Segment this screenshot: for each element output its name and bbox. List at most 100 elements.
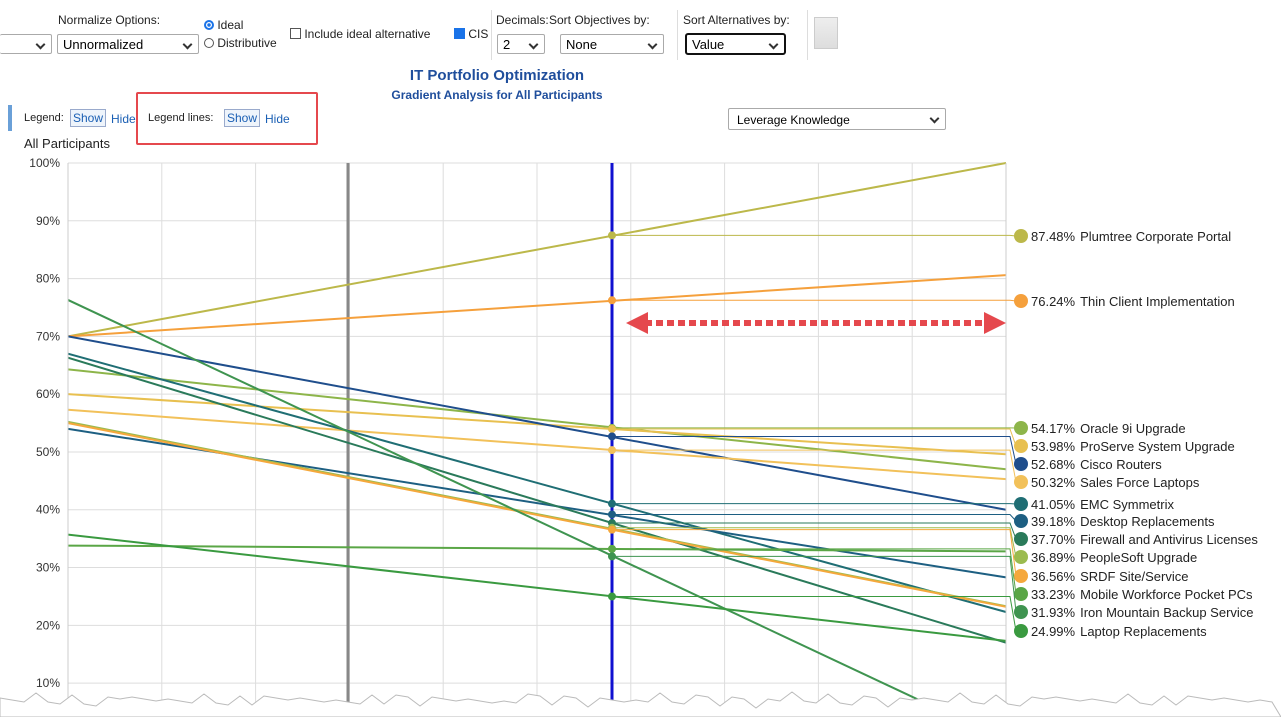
y-tick-label: 20% [36, 618, 60, 632]
legend-name: ProServe System Upgrade [1080, 439, 1235, 454]
series-line [68, 335, 1007, 511]
series-line [68, 422, 1007, 608]
label: Normalize Options: [58, 13, 161, 27]
y-tick-label: 100% [29, 156, 60, 170]
separator [677, 10, 678, 60]
legend-connector [612, 428, 1017, 447]
radio[interactable]: Distributive [204, 36, 277, 50]
legend-value: 50.32% [1031, 475, 1076, 490]
legend-entry: 50.32% Sales Force Laptops [1031, 475, 1200, 490]
legend-entry: 52.68% Cisco Routers [1031, 457, 1162, 472]
legend-marker [1014, 569, 1028, 583]
y-tick-label: 90% [36, 214, 60, 228]
legend-marker [1014, 514, 1028, 528]
tree-icon[interactable] [814, 17, 838, 49]
select[interactable]: 2 [497, 34, 545, 54]
legend-name: EMC Symmetrix [1080, 497, 1174, 512]
hide-link[interactable]: Hide [111, 112, 136, 126]
radio[interactable]: Ideal [204, 18, 243, 32]
series-line [68, 356, 1007, 644]
select[interactable]: Leverage Knowledge [728, 108, 946, 130]
legend-connector [612, 548, 1017, 595]
legend-value: 33.23% [1031, 587, 1076, 602]
series-line [68, 162, 1007, 338]
legend-marker [1014, 532, 1028, 546]
legend-name: PeopleSoft Upgrade [1080, 550, 1197, 565]
legend-entry: 53.98% ProServe System Upgrade [1031, 439, 1235, 454]
legend-value: 31.93% [1031, 605, 1076, 620]
legend-entry: 54.17% Oracle 9i Upgrade [1031, 421, 1186, 436]
label: Legend lines: [148, 112, 214, 124]
legend-name: Plumtree Corporate Portal [1080, 229, 1231, 244]
y-tick-label: 60% [36, 387, 60, 401]
chart-title: IT Portfolio Optimization [410, 67, 584, 84]
legend-marker [1014, 497, 1028, 511]
current-point [608, 231, 616, 240]
legend-marker [1014, 421, 1028, 435]
legend-connector [612, 522, 1017, 540]
legend-value: 76.24% [1031, 294, 1076, 309]
arrow-head [626, 312, 648, 334]
legend-entry: 37.70% Firewall and Antivirus Licenses [1031, 532, 1258, 547]
legend-entry: 39.18% Desktop Replacements [1031, 514, 1215, 529]
series-line [68, 368, 1007, 471]
label: Sort Alternatives by: [683, 13, 790, 27]
current-point [608, 544, 616, 553]
legend-entry: 87.48% Plumtree Corporate Portal [1031, 229, 1231, 244]
checkbox[interactable]: Include ideal alternative [290, 27, 430, 41]
legend-connector [612, 555, 1017, 613]
arrow-head [984, 312, 1006, 334]
legend-name: Laptop Replacements [1080, 624, 1207, 639]
legend-value: 41.05% [1031, 497, 1076, 512]
torn-edge [0, 691, 1281, 717]
legend-entry: 36.56% SRDF Site/Service [1031, 569, 1188, 584]
legend-entry: 24.99% Laptop Replacements [1031, 624, 1207, 639]
legend-connector [612, 299, 1017, 302]
legend-value: 37.70% [1031, 532, 1076, 547]
series-line [68, 533, 1007, 642]
separator [807, 10, 808, 60]
hide-link[interactable]: Hide [265, 112, 290, 126]
legend-marker [1014, 229, 1028, 243]
legend-marker [1014, 550, 1028, 564]
label: Legend: [24, 112, 64, 124]
y-tick-label: 50% [36, 445, 60, 459]
label: Decimals: [496, 13, 549, 27]
y-tick-label: 40% [36, 503, 60, 517]
radio-label: Ideal [217, 18, 244, 32]
select[interactable] [0, 34, 52, 54]
show-button[interactable]: Show [70, 109, 107, 127]
legend-value: 52.68% [1031, 457, 1076, 472]
y-tick-label: 30% [36, 561, 60, 575]
current-point [608, 424, 616, 433]
legend-connector [612, 234, 1017, 237]
chart-subtitle: Gradient Analysis for All Participants [391, 88, 602, 102]
select[interactable]: None [560, 34, 664, 54]
legend-name: Cisco Routers [1080, 457, 1162, 472]
checkbox-label: Include ideal alternative [304, 27, 431, 41]
legend-marker [1014, 624, 1028, 638]
legend-connector [612, 595, 1017, 632]
select[interactable]: Value [685, 33, 786, 55]
legend-connector [612, 529, 1017, 577]
select[interactable]: Unnormalized [57, 34, 199, 54]
current-point [608, 432, 616, 441]
legend-value: 53.98% [1031, 439, 1076, 454]
legend-marker [1014, 587, 1028, 601]
legend-value: 39.18% [1031, 514, 1076, 529]
radio-label: Distributive [217, 36, 277, 50]
legend-name: SRDF Site/Service [1080, 569, 1188, 584]
checkbox[interactable]: CIS [454, 27, 488, 41]
legend-name: Oracle 9i Upgrade [1080, 421, 1186, 436]
y-tick-label: 10% [36, 676, 60, 690]
legend-value: 24.99% [1031, 624, 1076, 639]
legend-marker [1014, 475, 1028, 489]
legend-marker [1014, 457, 1028, 471]
legend-marker [1014, 439, 1028, 453]
series-line [68, 352, 1007, 613]
legend-name: Firewall and Antivirus Licenses [1080, 532, 1258, 547]
show-button[interactable]: Show [224, 109, 261, 127]
series-line [68, 274, 1007, 338]
